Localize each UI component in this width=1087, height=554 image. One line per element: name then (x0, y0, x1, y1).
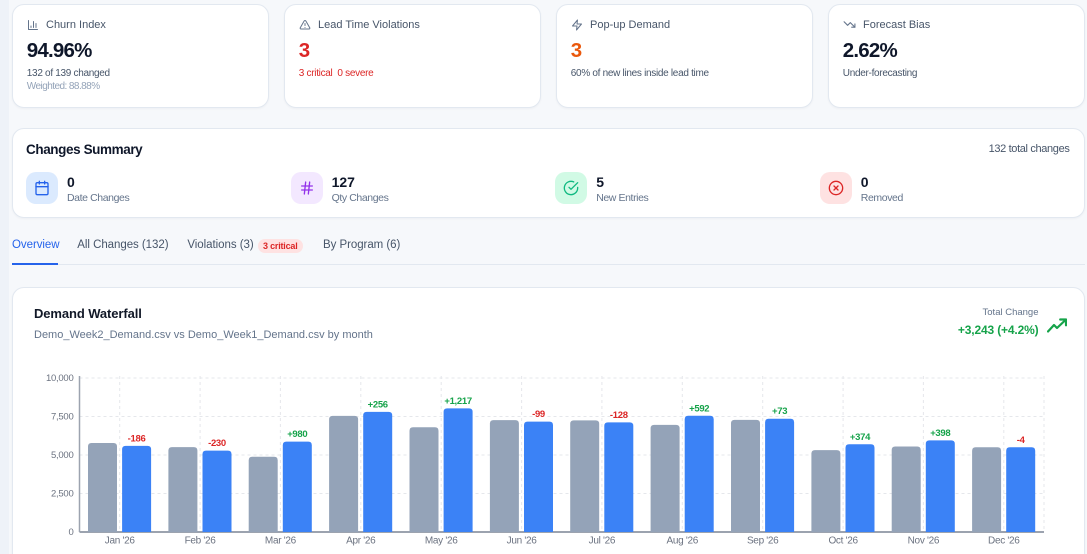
svg-text:-128: -128 (610, 410, 628, 421)
svg-text:+398: +398 (930, 428, 950, 439)
svg-text:Jun '26: Jun '26 (507, 536, 538, 547)
svg-text:+256: +256 (368, 399, 388, 410)
svg-text:+1,217: +1,217 (444, 396, 472, 407)
svg-text:Aug '26: Aug '26 (667, 536, 699, 547)
svg-text:10,000: 10,000 (46, 373, 74, 384)
svg-text:-99: -99 (532, 409, 545, 420)
svg-text:+592: +592 (689, 403, 709, 414)
svg-text:Sep '26: Sep '26 (747, 536, 779, 547)
svg-text:Jul '26: Jul '26 (589, 536, 616, 547)
svg-text:Mar '26: Mar '26 (265, 536, 297, 547)
svg-text:Nov '26: Nov '26 (908, 536, 940, 547)
svg-text:0: 0 (68, 527, 73, 538)
svg-text:7,500: 7,500 (51, 412, 74, 423)
svg-text:-230: -230 (208, 438, 226, 449)
svg-text:Oct '26: Oct '26 (828, 536, 858, 547)
svg-text:5,000: 5,000 (51, 450, 74, 461)
svg-text:Feb '26: Feb '26 (185, 536, 217, 547)
svg-text:Jan '26: Jan '26 (105, 536, 136, 547)
svg-text:-186: -186 (128, 433, 146, 444)
svg-text:2,500: 2,500 (51, 489, 74, 500)
svg-text:+73: +73 (772, 406, 787, 417)
svg-text:+374: +374 (850, 432, 871, 443)
svg-text:-4: -4 (1017, 435, 1026, 446)
svg-text:Apr '26: Apr '26 (346, 536, 376, 547)
svg-text:+980: +980 (287, 429, 307, 440)
svg-text:May '26: May '26 (425, 536, 458, 547)
svg-text:Dec '26: Dec '26 (988, 536, 1020, 547)
